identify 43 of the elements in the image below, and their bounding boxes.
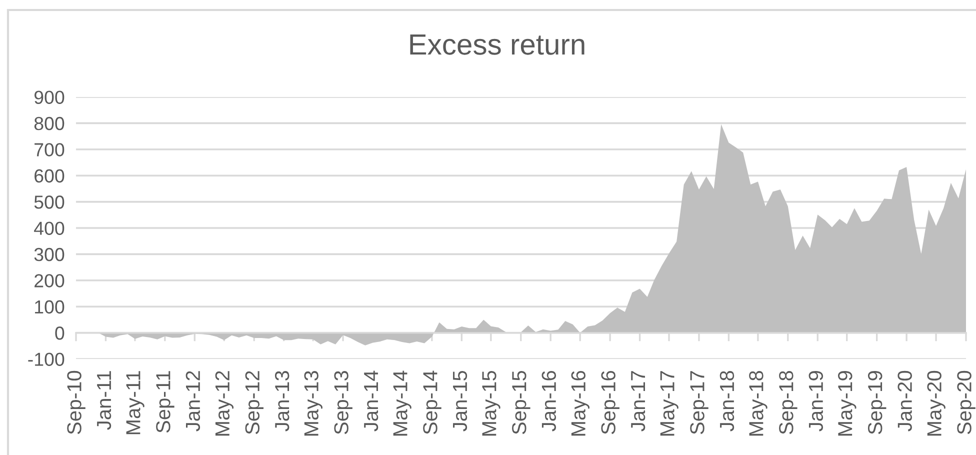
x-tick-label: Sep-17	[690, 371, 708, 434]
y-tick-label: 400	[34, 222, 64, 235]
x-tick-label: May-19	[838, 371, 856, 436]
x-tick-label: Jan-19	[808, 371, 824, 432]
x-tick-label: Sep-20	[957, 370, 976, 434]
x-tick-label: May-14	[393, 370, 412, 436]
x-tick-label: Sep-11	[156, 371, 174, 433]
x-tick-label: Sep-14	[423, 370, 442, 434]
x-tick-label: Jan-12	[186, 371, 200, 432]
x-tick-label: May-20	[927, 370, 946, 436]
y-tick-label: 600	[34, 169, 64, 183]
x-tick-label: May-18	[749, 370, 768, 436]
x-tick-label: May-17	[660, 371, 678, 436]
y-tick-label: 300	[34, 248, 64, 262]
y-tick-label: -100	[28, 352, 64, 366]
y-tick-label: 0	[55, 326, 64, 340]
x-tick-label: May-13	[304, 370, 322, 436]
x-tick-label: Sep-10	[67, 370, 86, 434]
x-tick-label: Jan-13	[274, 370, 290, 432]
y-tick-label: 700	[34, 143, 64, 156]
x-tick-label: Jan-20	[898, 370, 912, 432]
x-tick-label: Sep-16	[601, 370, 620, 434]
x-tick-label: Jan-18	[720, 370, 734, 432]
x-tick-label: Jan-16	[542, 370, 556, 432]
x-tick-label: May-11	[126, 371, 144, 434]
x-tick-label: May-16	[571, 370, 590, 436]
y-tick-label: 900	[34, 90, 64, 104]
y-tick-label: 800	[34, 116, 64, 130]
y-tick-label: 500	[34, 196, 64, 209]
x-tick-label: Jan-11	[97, 371, 112, 430]
chart-title: Excess return	[410, 34, 584, 55]
x-tick-label: Jan-17	[631, 371, 646, 432]
x-tick-label: Sep-19	[868, 371, 886, 434]
y-tick-label: 100	[35, 300, 64, 314]
x-tick-label: Jan-14	[364, 370, 378, 432]
y-tick-label: 200	[34, 274, 64, 288]
x-tick-label: Sep-12	[245, 371, 264, 434]
x-tick-label: Jan-15	[453, 370, 468, 432]
x-tick-label: Sep-13	[334, 370, 352, 434]
x-tick-label: May-15	[482, 370, 500, 436]
x-tick-label: May-12	[215, 371, 234, 436]
x-tick-label: Sep-15	[512, 370, 530, 434]
x-tick-label: Sep-18	[779, 370, 798, 434]
